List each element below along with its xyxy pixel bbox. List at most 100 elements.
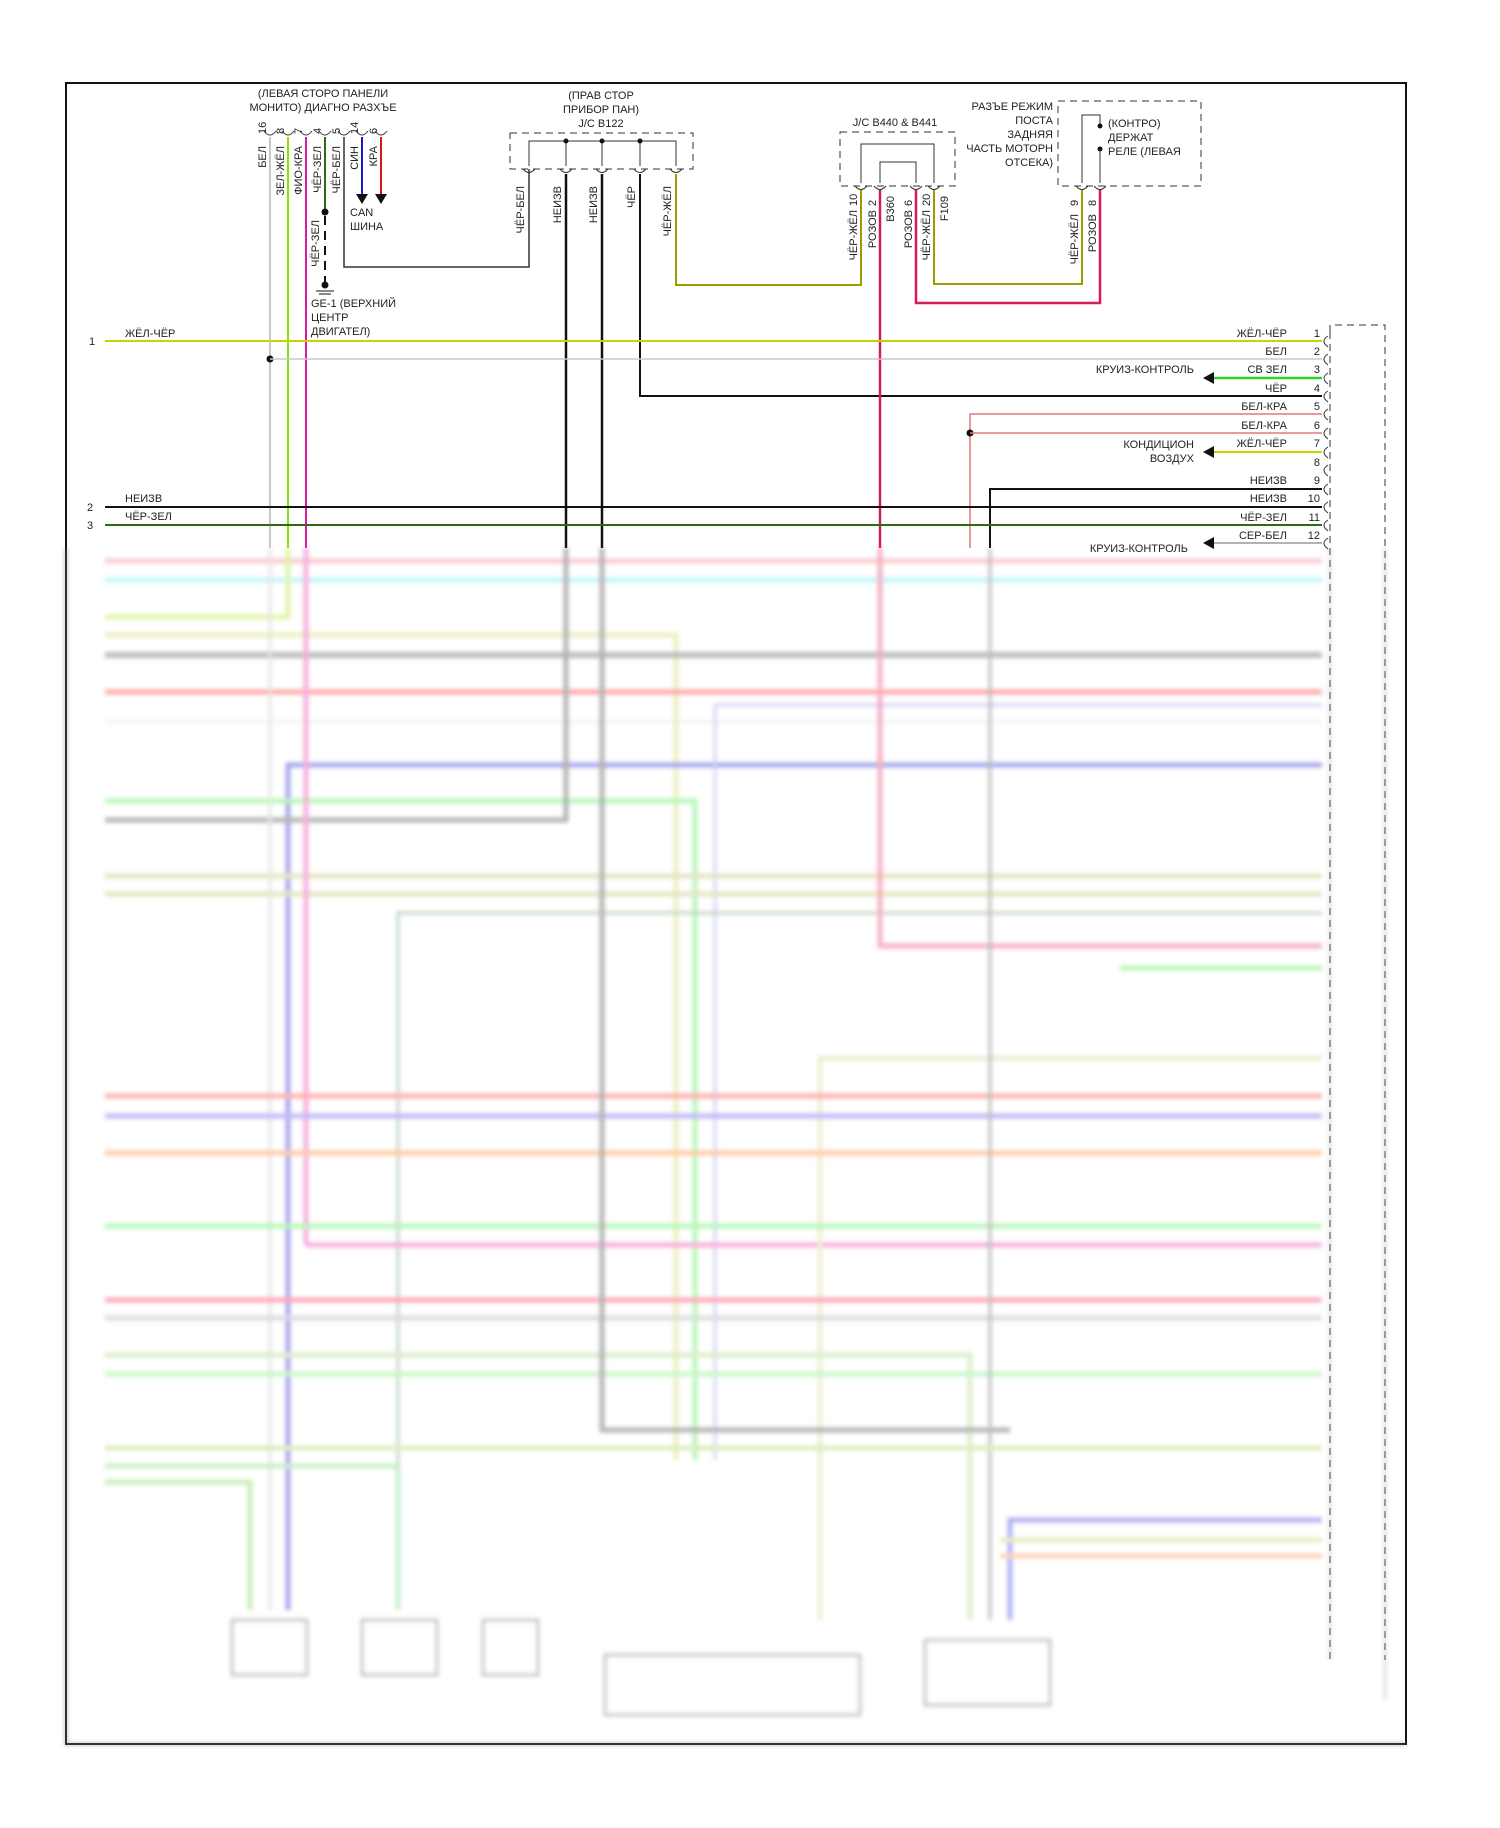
pin-number: 8	[1087, 200, 1099, 206]
pin-number: 14	[349, 122, 361, 134]
wire-label: НЕИЗВ	[552, 186, 564, 223]
ground-label: ДВИГАТЕЛ)	[311, 326, 370, 338]
wire-label: БЕЛ	[1265, 346, 1287, 358]
pin-number: 6	[903, 200, 915, 206]
wire-label: ЗЕЛ-ЖЁЛ	[275, 146, 287, 196]
arrow-icon	[375, 194, 387, 204]
splice-label: F109	[939, 196, 951, 221]
pin-number: 2	[867, 200, 879, 206]
pin-number: 4	[312, 128, 324, 134]
pin-number: 6	[1314, 420, 1320, 432]
splice-label: B360	[885, 196, 897, 222]
pin-number: 9	[1069, 200, 1081, 206]
destination-label: КРУИЗ-КОНТРОЛЬ	[1090, 543, 1188, 555]
pin-number: 5	[331, 128, 343, 134]
b122-title: J/C B122	[578, 118, 623, 130]
arrow-left-icon	[1203, 372, 1214, 384]
wire-label: БЕЛ-КРА	[1241, 401, 1287, 413]
wire-label: ЧЁР-ЗЕЛ	[1240, 512, 1287, 524]
pin-number: 6	[368, 128, 380, 134]
wire-label: ЧЁР-БЕЛ	[331, 146, 343, 193]
can-bus-label: ШИНА	[350, 221, 384, 233]
pin-number: 5	[1314, 401, 1320, 413]
wire-label: ЖЁЛ-ЧЁР	[125, 328, 175, 340]
ground-label: GE-1 (ВЕРХНИЙ	[311, 297, 396, 310]
wire-label: НЕИЗВ	[125, 493, 162, 505]
pin-number: 3	[1314, 364, 1320, 376]
junction-connector-b122: (ПРАВ СТОР ПРИБОР ПАН) J/C B122 ЧЁР-БЕЛ …	[509, 90, 1322, 548]
wire-label: НЕИЗВ	[588, 186, 600, 223]
relay-label: РЕЛЕ (ЛЕВАЯ	[1108, 146, 1181, 158]
left-connector-title-1: (ЛЕВАЯ СТОРО ПАНЕЛИ	[258, 88, 388, 100]
blurred-lower-diagram	[64, 548, 1406, 1746]
arrow-left-icon	[1203, 446, 1214, 458]
relay-connector-label: ОТСЕКА)	[1005, 157, 1053, 169]
wire-label: ЖЁЛ-ЧЁР	[1237, 438, 1287, 450]
b440-title: J/C B440 & B441	[853, 117, 937, 129]
b122-title: ПРИБОР ПАН)	[563, 104, 639, 116]
pin-number: 7	[293, 128, 305, 134]
harness-wires: 1 ЖЁЛ-ЧЁР 2 НЕИЗВ 3 ЧЁР-ЗЕЛ КРУИЗ-КОНТРО…	[87, 328, 1322, 555]
wire-label: СИН	[349, 146, 361, 170]
ground-label: ЦЕНТР	[311, 312, 348, 324]
pin-number: 10	[1308, 493, 1320, 505]
wire-label: ЧЁР-ЗЕЛ	[312, 146, 324, 193]
ground-icon	[321, 281, 329, 289]
arrow-icon	[356, 194, 368, 204]
wire-label: ФИО-КРА	[293, 145, 305, 194]
relay-label: ДЕРЖАТ	[1108, 132, 1154, 144]
pin-number: 8	[1314, 457, 1320, 469]
pin-number: 12	[1308, 530, 1320, 542]
right-connector-pins: ЖЁЛ-ЧЁР 1 БЕЛ 2 СВ ЗЕЛ 3 ЧЁР 4 БЕЛ-КРА 5…	[1237, 328, 1320, 542]
junction-connector-b440-b441: J/C B440 & B441 10 2 6 20 ЧЁР-ЖЁЛ РОЗОВ …	[839, 117, 1102, 548]
ground-wire-label: ЧЁР-ЗЕЛ	[310, 220, 322, 267]
wire-label: ЧЁР	[626, 186, 638, 208]
wire-label: СВ ЗЕЛ	[1247, 364, 1287, 376]
wire-label: ЧЁР-БЕЛ	[515, 186, 527, 233]
can-bus-label: CAN	[350, 207, 373, 219]
relay-connector-label: ПОСТА	[1015, 115, 1053, 127]
wire-label: ЧЁР-ЗЕЛ	[125, 511, 172, 523]
wire-label: КРА	[368, 145, 380, 166]
arrow-left-icon	[1203, 537, 1214, 549]
pin-number: 11	[1309, 512, 1320, 524]
wire-label: БЕЛ	[257, 146, 269, 168]
wire-label: РОЗОВ	[903, 210, 915, 248]
wire-label: ЧЁР-ЖЁЛ	[848, 210, 860, 260]
left-connector-title-2: МОНИТО) ДИАГНО РАЗХЪЕ	[249, 102, 396, 114]
wire-label: ЧЁР	[1265, 383, 1287, 395]
wire-label: ЧЁР-ЖЁЛ	[662, 186, 674, 236]
relay-connector-label: РАЗЪЕ РЕЖИМ	[972, 101, 1053, 113]
pin-number: 7	[1314, 438, 1320, 450]
wire-number: 3	[87, 520, 93, 532]
wire-label: НЕИЗВ	[1250, 493, 1287, 505]
pin-number: 20	[921, 194, 933, 206]
wire-label: БЕЛ-КРА	[1241, 420, 1287, 432]
wire-number: 2	[87, 502, 93, 514]
wire-label: ЧЁР-ЖЁЛ	[1069, 214, 1081, 264]
left-diagnostic-connector: (ЛЕВАЯ СТОРО ПАНЕЛИ МОНИТО) ДИАГНО РАЗХЪ…	[249, 88, 530, 548]
pin-number: 1	[1314, 328, 1320, 340]
pin-number: 9	[1314, 475, 1320, 487]
relay-connector-label: ЧАСТЬ МОТОРН	[966, 143, 1053, 155]
b122-title: (ПРАВ СТОР	[568, 90, 634, 102]
destination-label: ВОЗДУХ	[1150, 453, 1195, 465]
wire-label: РОЗОВ	[1087, 214, 1099, 252]
wire-number: 1	[89, 336, 95, 348]
wire-label: ЖЁЛ-ЧЁР	[1237, 328, 1287, 340]
pin-number: 10	[848, 194, 860, 206]
pin-number: 4	[1314, 383, 1320, 395]
pin-number: 8	[275, 128, 287, 134]
relay-connector-label: ЗАДНЯЯ	[1007, 129, 1053, 141]
wire-label: ЧЁР-ЖЁЛ	[921, 210, 933, 260]
pin-number: 16	[257, 122, 269, 134]
wire-label: НЕИЗВ	[1250, 475, 1287, 487]
relay-label: (КОНТРО)	[1108, 118, 1160, 130]
wire-label: СЕР-БЕЛ	[1239, 530, 1287, 542]
wire-label: РОЗОВ	[867, 210, 879, 248]
relay-connector: РАЗЪЕ РЕЖИМ ПОСТА ЗАДНЯЯ ЧАСТЬ МОТОРН ОТ…	[966, 100, 1202, 264]
pin-number: 2	[1314, 346, 1320, 358]
destination-label: КОНДИЦИОН	[1123, 439, 1194, 451]
destination-label: КРУИЗ-КОНТРОЛЬ	[1096, 364, 1194, 376]
